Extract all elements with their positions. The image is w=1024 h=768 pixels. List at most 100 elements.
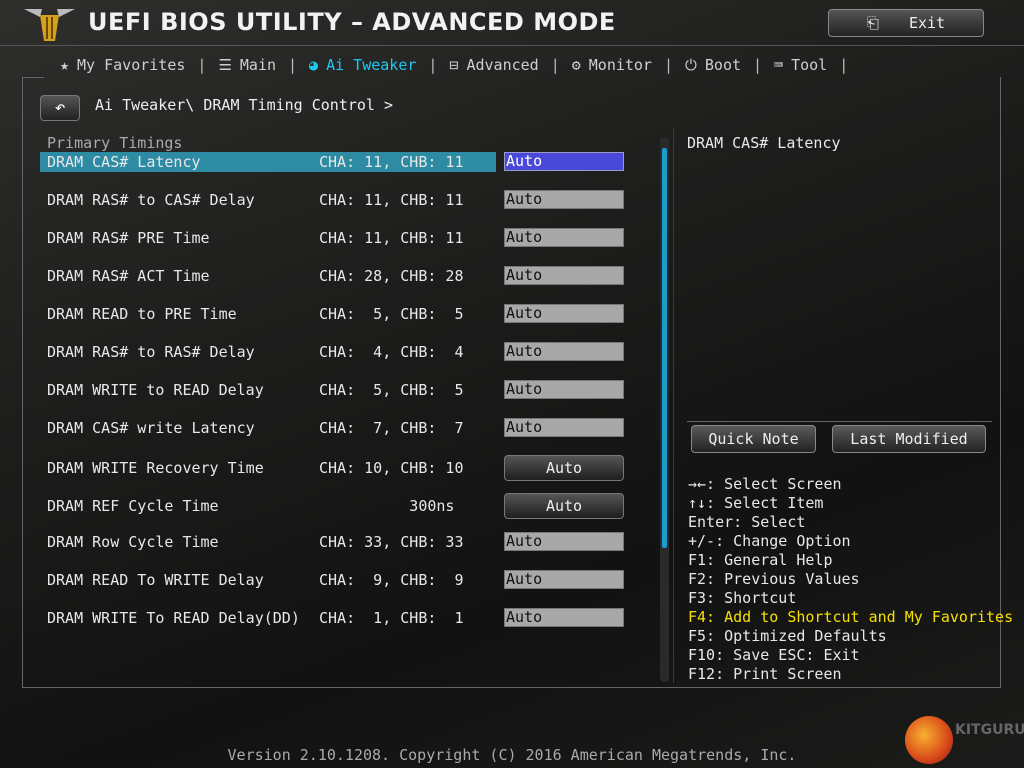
breadcrumb: Ai Tweaker\ DRAM Timing Control > [95,96,394,114]
help-divider [687,421,992,422]
timing-label: DRAM WRITE to READ Delay [47,381,264,399]
timing-row[interactable]: DRAM WRITE to READ Delay CHA: 5, CHB: 5 [40,380,496,400]
setting-field[interactable]: Auto [504,190,624,209]
tab-main[interactable]: ☰ Main [208,56,286,74]
key-hint: Enter: Select [688,513,806,531]
timing-value: CHA: 11, CHB: 11 [319,153,464,171]
tab-label: My Favorites [77,56,186,74]
key-hint: F4: Add to Shortcut and My Favorites [688,608,1014,626]
setting-field[interactable]: Auto [504,266,624,285]
exit-label: Exit [908,14,946,32]
timing-label: DRAM Row Cycle Time [47,533,219,551]
scrollbar-thumb[interactable] [662,148,667,548]
timing-label: DRAM RAS# to CAS# Delay [47,191,255,209]
divider: | [288,56,298,74]
key-hint: +/-: Change Option [688,532,851,550]
tab-label: Tool [791,56,828,74]
tab-label: Monitor [588,56,652,74]
exit-button[interactable]: ⎗ Exit [828,9,984,37]
timing-row[interactable]: DRAM RAS# ACT Time CHA: 28, CHB: 28 [40,266,496,286]
setting-field[interactable]: Auto [504,608,624,627]
key-hint: F2: Previous Values [688,570,860,588]
timing-row[interactable]: DRAM WRITE To READ Delay(DD) CHA: 1, CHB:… [40,608,496,628]
tab-tool[interactable]: ⌨ Tool [764,56,837,74]
timing-value: CHA: 5, CHB: 5 [319,305,464,323]
exit-icon: ⎗ [866,14,879,32]
timing-row[interactable]: DRAM RAS# PRE Time CHA: 11, CHB: 11 [40,228,496,248]
setting-field[interactable]: Auto [504,152,624,171]
power-icon: ⏻ [685,56,697,74]
timing-row[interactable]: DRAM READ To WRITE Delay CHA: 9, CHB: 9 [40,570,496,590]
setting-field[interactable]: Auto [504,342,624,361]
setting-field[interactable]: Auto [504,418,624,437]
timing-value: CHA: 7, CHB: 7 [319,419,464,437]
key-hint: F5: Optimized Defaults [688,627,887,645]
timing-label: DRAM RAS# PRE Time [47,229,210,247]
divider: | [428,56,438,74]
divider: | [197,56,207,74]
timing-label: DRAM RAS# to RAS# Delay [47,343,255,361]
timing-row[interactable]: DRAM READ to PRE Time CHA: 5, CHB: 5 [40,304,496,324]
frame-edge [22,77,44,78]
content-frame [22,77,1001,688]
monitor-icon: ⚙ [571,56,581,74]
timing-value: CHA: 33, CHB: 33 [319,533,464,551]
timing-value: CHA: 10, CHB: 10 [319,459,464,477]
timing-row[interactable]: DRAM CAS# Latency CHA: 11, CHB: 11 [40,152,496,172]
key-hint: F1: General Help [688,551,833,569]
setting-field[interactable]: Auto [504,380,624,399]
timing-row[interactable]: DRAM Row Cycle Time CHA: 33, CHB: 33 [40,532,496,552]
timing-value: CHA: 5, CHB: 5 [319,381,464,399]
key-hint: →←: Select Screen [688,475,842,493]
timing-label: DRAM READ to PRE Time [47,305,237,323]
timing-label: DRAM WRITE To READ Delay(DD) [47,609,300,627]
timing-row[interactable]: DRAM CAS# write Latency CHA: 7, CHB: 7 [40,418,496,438]
star-icon: ★ [60,56,70,74]
key-hint: ↑↓: Select Item [688,494,824,512]
tab-boot[interactable]: ⏻ Boot [675,56,751,74]
help-title: DRAM CAS# Latency [687,134,841,152]
key-hint: F12: Print Screen [688,665,842,683]
timing-value: 300ns [319,497,455,515]
timing-row[interactable]: DRAM RAS# to CAS# Delay CHA: 11, CHB: 11 [40,190,496,210]
kitguru-logo [905,716,953,764]
setting-field[interactable]: Auto [504,228,624,247]
setting-field[interactable]: Auto [504,304,624,323]
timing-label: DRAM WRITE Recovery Time [47,459,264,477]
back-arrow-icon: ↶ [54,97,66,118]
list-icon: ☰ [218,56,232,74]
tab-advanced[interactable]: ⊟ Advanced [439,56,548,74]
setting-field[interactable]: Auto [504,570,624,589]
timing-value: CHA: 28, CHB: 28 [319,267,464,285]
timing-row[interactable]: DRAM WRITE Recovery Time CHA: 10, CHB: 10 [40,458,496,478]
timing-label: DRAM RAS# ACT Time [47,267,210,285]
setting-button[interactable]: Auto [504,455,624,481]
last-modified-button[interactable]: Last Modified [832,425,986,453]
divider: | [753,56,763,74]
tool-icon: ⌨ [774,56,784,74]
tab-my-favorites[interactable]: ★ My Favorites [50,56,195,74]
advanced-icon: ⊟ [449,56,459,74]
section-title: Primary Timings [47,134,183,152]
key-hint: F3: Shortcut [688,589,797,607]
tab-label: Boot [704,56,742,74]
back-button[interactable]: ↶ [40,95,80,121]
tab-monitor[interactable]: ⚙ Monitor [562,56,662,74]
panel-divider [673,128,674,683]
setting-field[interactable]: Auto [504,532,624,551]
timing-label: DRAM READ To WRITE Delay [47,571,264,589]
timing-row[interactable]: DRAM RAS# to RAS# Delay CHA: 4, CHB: 4 [40,342,496,362]
timing-label: DRAM REF Cycle Time [47,497,219,515]
timing-value: CHA: 11, CHB: 11 [319,229,464,247]
timing-label: DRAM CAS# Latency [47,153,201,171]
header-divider [0,45,1024,46]
divider: | [839,56,849,74]
timing-label: DRAM CAS# write Latency [47,419,255,437]
tab-label: Main [239,56,277,74]
timing-row[interactable]: DRAM REF Cycle Time 300ns [40,496,496,516]
setting-button[interactable]: Auto [504,493,624,519]
tab-ai-tweaker[interactable]: ◕ Ai Tweaker [299,56,426,74]
app-title: UEFI BIOS UTILITY – ADVANCED MODE [88,8,616,36]
quick-note-button[interactable]: Quick Note [691,425,816,453]
divider: | [663,56,674,74]
